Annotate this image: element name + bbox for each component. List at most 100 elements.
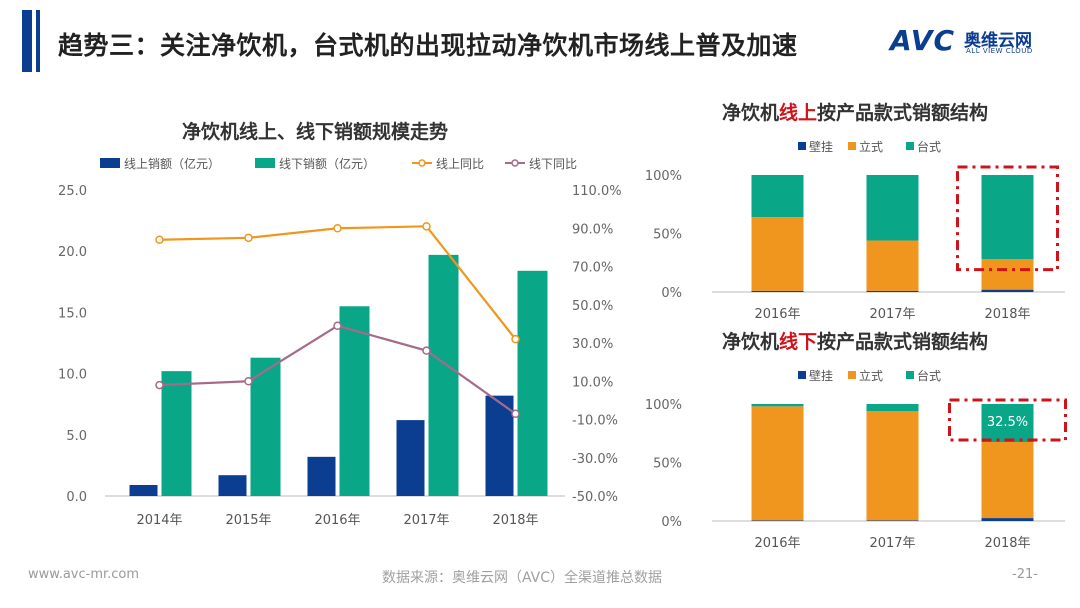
- x-tick-label: 2016年: [314, 513, 360, 528]
- offline-title-prefix: 净饮机: [722, 331, 780, 353]
- bar-segment-壁挂-2017年: [866, 520, 919, 521]
- point-online-yoy-2014年: [155, 235, 164, 244]
- bar-segment-立式-2018年: [981, 442, 1034, 519]
- title-accent-bar-thin: [36, 10, 40, 72]
- logo-wordmark: AVC: [890, 24, 955, 57]
- y-tick-label: 5.0: [66, 429, 87, 444]
- point-offline-yoy-2017年: [422, 346, 431, 355]
- online-title-suffix: 按产品款式销额结构: [817, 102, 989, 124]
- legend-label-1: 线上销额（亿元）: [124, 156, 220, 171]
- legend-swatch-2: [848, 142, 856, 150]
- bar-online-2017年: [396, 420, 425, 496]
- point-offline-yoy-2015年: [244, 377, 253, 386]
- legend-label-3: 台式: [917, 139, 941, 154]
- offline-structure-chart: 壁挂 立式 台式 0% 50% 100% 2016年 2017年 2018年 32.5%: [645, 368, 1067, 551]
- y-tick-label: 0%: [661, 515, 682, 530]
- line-offline-yoy: [159, 324, 517, 415]
- legend-swatch-1: [798, 371, 806, 379]
- y-tick-label: 100%: [645, 169, 682, 184]
- bar-segment-立式-2017年: [866, 240, 919, 291]
- y-tick-label: 20.0: [58, 245, 87, 260]
- y-tick-label: 0%: [661, 286, 682, 301]
- point-offline-yoy-2018年: [511, 409, 520, 419]
- y2-tick-label: 10.0%: [572, 375, 613, 390]
- y2-tick-label: -30.0%: [572, 452, 618, 467]
- bar-segment-立式-2016年: [751, 217, 804, 291]
- y-tick-label: 25.0: [58, 184, 87, 199]
- online-title-prefix: 净饮机: [722, 102, 780, 124]
- legend-swatch-3: [906, 142, 914, 150]
- point-online-yoy-2015年: [244, 233, 253, 243]
- legend-marker-4: [511, 159, 519, 167]
- online-structure-chart: 壁挂 立式 台式 0% 50% 100% 2016年 2017年 2018年: [645, 139, 1065, 322]
- legend-label-2: 线下销额（亿元）: [279, 156, 375, 171]
- legend-swatch-1: [798, 142, 806, 150]
- online-title-highlight: 线上: [779, 102, 818, 124]
- y-tick-label: 50%: [653, 228, 682, 243]
- highlight-box-2018年: [956, 165, 1059, 272]
- point-offline-yoy-2016年: [333, 321, 342, 331]
- x-tick-label: 2015年: [225, 513, 271, 528]
- x-tick-label: 2018年: [984, 536, 1030, 551]
- logo-english-name: ALL VIEW CLOUD: [966, 47, 1033, 55]
- footer-website: www.avc-mr.com: [28, 567, 140, 582]
- title-accent-bar: [22, 10, 32, 72]
- bar-segment-壁挂-2016年: [751, 520, 804, 521]
- legend-swatch-2: [848, 371, 856, 379]
- legend-label-1: 壁挂: [809, 139, 833, 154]
- bar-segment-立式-2017年: [866, 411, 919, 521]
- x-tick-label: 2018年: [984, 307, 1030, 322]
- legend-label-4: 线下同比: [529, 157, 577, 171]
- legend-label-1: 壁挂: [809, 368, 833, 383]
- bar-online-2014年: [129, 484, 158, 496]
- page-number: -21-: [1012, 567, 1038, 582]
- point-online-yoy-2018年: [511, 334, 520, 344]
- bar-offline-2018年: [517, 270, 548, 496]
- left-chart-title: 净饮机线上、线下销额规模走势: [182, 121, 449, 143]
- legend-label-2: 立式: [859, 139, 883, 154]
- y2-tick-label: 110.0%: [572, 184, 622, 199]
- offline-title-highlight: 线下: [779, 331, 818, 353]
- highlight-box-2018年: [948, 398, 1067, 442]
- bar-offline-2017年: [428, 254, 459, 496]
- data-source-note: 数据来源：奥维云网（AVC）全渠道推总数据: [382, 570, 663, 586]
- bar-offline-2014年: [161, 371, 192, 496]
- y2-tick-label: 70.0%: [572, 261, 613, 276]
- legend-swatch-1: [100, 158, 120, 168]
- y-tick-label: 15.0: [58, 306, 87, 321]
- data-label-2018年: 32.5%: [987, 415, 1028, 430]
- x-tick-label: 2016年: [754, 307, 800, 322]
- x-tick-label: 2014年: [136, 513, 182, 528]
- bar-segment-台式-2017年: [866, 404, 919, 412]
- y-tick-label: 0.0: [66, 490, 87, 505]
- bar-offline-2015年: [250, 357, 281, 496]
- x-tick-label: 2016年: [754, 536, 800, 551]
- legend-label-3: 线上同比: [436, 157, 484, 171]
- logo-chinese-name: 奥维云网: [964, 31, 1032, 51]
- bar-segment-壁挂-2017年: [866, 290, 919, 292]
- x-tick-label: 2017年: [403, 513, 449, 528]
- y-tick-label: 10.0: [58, 368, 87, 383]
- bar-online-2015年: [218, 475, 247, 496]
- bar-segment-立式-2016年: [751, 406, 804, 521]
- sales-trend-chart: 线上销额（亿元） 线下销额（亿元） 线上同比 线下同比 0.0 5.0 10.0 15.0 20…: [58, 156, 622, 528]
- legend-label-2: 立式: [859, 368, 883, 383]
- slide-title: 趋势三：关注净饮机，台式机的出现拉动净饮机市场线上普及加速: [58, 31, 798, 60]
- bar-segment-台式-2016年: [751, 404, 804, 407]
- bar-online-2018年: [485, 395, 514, 496]
- legend-swatch-2: [255, 158, 275, 168]
- bar-segment-台式-2018年: [981, 404, 1034, 443]
- bar-segment-壁挂-2018年: [981, 518, 1034, 521]
- point-offline-yoy-2014年: [155, 380, 164, 390]
- y2-tick-label: 50.0%: [572, 299, 613, 314]
- bar-segment-台式-2017年: [866, 175, 919, 241]
- legend-swatch-3: [906, 371, 914, 379]
- online-structure-chart-title: 净饮机线上按产品款式销额结构: [722, 98, 988, 125]
- x-tick-label: 2018年: [492, 513, 538, 528]
- offline-title-suffix: 按产品款式销额结构: [817, 331, 989, 353]
- legend-marker-3: [418, 159, 426, 167]
- y2-tick-label: 30.0%: [572, 337, 613, 352]
- bar-online-2016年: [307, 456, 336, 496]
- x-tick-label: 2017年: [869, 307, 915, 322]
- bar-segment-立式-2018年: [981, 259, 1034, 290]
